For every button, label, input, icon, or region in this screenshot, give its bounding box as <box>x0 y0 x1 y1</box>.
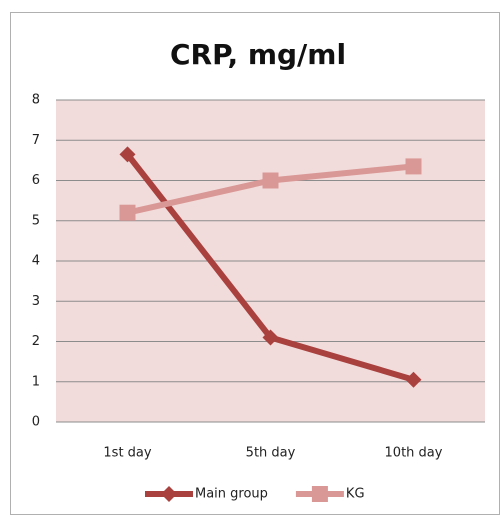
y-tick-label: 2 <box>32 334 40 349</box>
legend-marker <box>161 486 177 502</box>
y-tick-label: 8 <box>32 93 40 108</box>
data-point <box>262 172 279 189</box>
legend-label: Main group <box>195 487 268 502</box>
y-tick-label: 4 <box>32 254 40 269</box>
data-point <box>119 146 136 163</box>
data-point <box>405 158 422 175</box>
data-point <box>119 204 136 221</box>
y-tick-label: 3 <box>32 294 40 309</box>
data-point <box>262 329 279 346</box>
legend-marker <box>311 486 328 502</box>
x-tick-label: 1st day <box>103 446 151 461</box>
y-tick-label: 0 <box>32 415 40 430</box>
y-tick-label: 7 <box>32 133 40 148</box>
y-tick-label: 6 <box>32 173 40 188</box>
y-tick-label: 5 <box>32 213 40 228</box>
chart-title: CRP, mg/ml <box>170 38 346 71</box>
plot-layer: 0 1 2 3 4 5 6 7 8 1st day 5th day 10th day Main grou… <box>32 93 485 502</box>
x-tick-label: 5th day <box>246 446 296 461</box>
data-point <box>405 371 422 388</box>
x-tick-label: 10th day <box>385 446 443 461</box>
legend-label: KG <box>346 487 365 502</box>
y-tick-label: 1 <box>32 374 40 389</box>
